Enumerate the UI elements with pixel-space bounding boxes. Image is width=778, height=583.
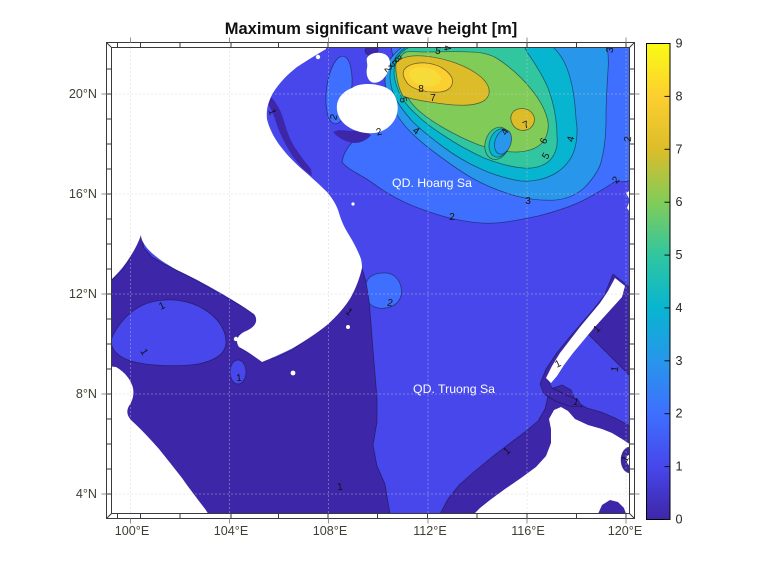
svg-text:2: 2 xyxy=(449,212,455,223)
svg-text:4: 4 xyxy=(441,44,453,52)
svg-text:9: 9 xyxy=(676,37,683,51)
svg-text:1: 1 xyxy=(610,365,622,373)
svg-text:1: 1 xyxy=(676,460,683,474)
svg-text:4: 4 xyxy=(410,125,421,137)
svg-text:6: 6 xyxy=(676,195,683,209)
svg-text:3: 3 xyxy=(676,354,683,368)
svg-text:12°N: 12°N xyxy=(69,287,97,301)
svg-text:120°E: 120°E xyxy=(608,524,642,538)
svg-text:8: 8 xyxy=(676,89,683,103)
svg-text:4: 4 xyxy=(676,301,683,315)
svg-text:16°N: 16°N xyxy=(69,187,97,201)
svg-text:1: 1 xyxy=(265,108,277,117)
svg-text:2: 2 xyxy=(328,113,340,122)
svg-text:3: 3 xyxy=(605,46,617,54)
svg-text:5: 5 xyxy=(676,248,683,262)
svg-text:5: 5 xyxy=(387,59,399,71)
svg-text:4: 4 xyxy=(499,127,512,138)
svg-text:4: 4 xyxy=(565,135,577,144)
svg-text:1: 1 xyxy=(572,396,581,408)
svg-text:112°E: 112°E xyxy=(413,524,447,538)
svg-text:2: 2 xyxy=(386,298,394,310)
svg-text:1: 1 xyxy=(502,445,514,457)
svg-text:1: 1 xyxy=(553,358,563,371)
svg-text:104°E: 104°E xyxy=(214,524,248,538)
svg-text:QD. Hoang Sa: QD. Hoang Sa xyxy=(392,176,472,190)
svg-text:5: 5 xyxy=(434,46,442,58)
svg-text:116°E: 116°E xyxy=(511,524,545,538)
svg-text:1: 1 xyxy=(337,482,344,493)
svg-text:2: 2 xyxy=(676,407,683,421)
svg-text:1: 1 xyxy=(619,454,632,465)
svg-text:QD. Truong Sa: QD. Truong Sa xyxy=(413,382,495,396)
svg-text:8°N: 8°N xyxy=(76,387,97,401)
svg-text:8: 8 xyxy=(418,84,424,95)
svg-text:1: 1 xyxy=(343,306,355,318)
svg-text:5: 5 xyxy=(540,151,553,162)
svg-text:4°N: 4°N xyxy=(76,487,97,501)
svg-text:1: 1 xyxy=(236,373,243,384)
svg-text:6: 6 xyxy=(538,136,551,146)
svg-text:2: 2 xyxy=(610,174,622,186)
svg-text:3: 3 xyxy=(525,196,531,207)
svg-text:8: 8 xyxy=(392,54,404,66)
svg-text:1: 1 xyxy=(157,300,167,313)
svg-text:7: 7 xyxy=(676,142,683,156)
svg-text:0: 0 xyxy=(676,513,683,527)
svg-text:5: 5 xyxy=(397,96,409,104)
svg-text:108°E: 108°E xyxy=(313,524,347,538)
svg-text:100°E: 100°E xyxy=(115,524,149,538)
svg-text:20°N: 20°N xyxy=(69,87,97,101)
svg-text:2: 2 xyxy=(375,126,384,138)
svg-text:1: 1 xyxy=(137,347,150,358)
svg-text:2: 2 xyxy=(623,135,634,142)
svg-text:7: 7 xyxy=(430,93,436,104)
svg-text:2: 2 xyxy=(382,64,394,76)
svg-text:Maximum significant wave heigh: Maximum significant wave height [m] xyxy=(225,20,517,38)
svg-text:7: 7 xyxy=(521,119,531,132)
